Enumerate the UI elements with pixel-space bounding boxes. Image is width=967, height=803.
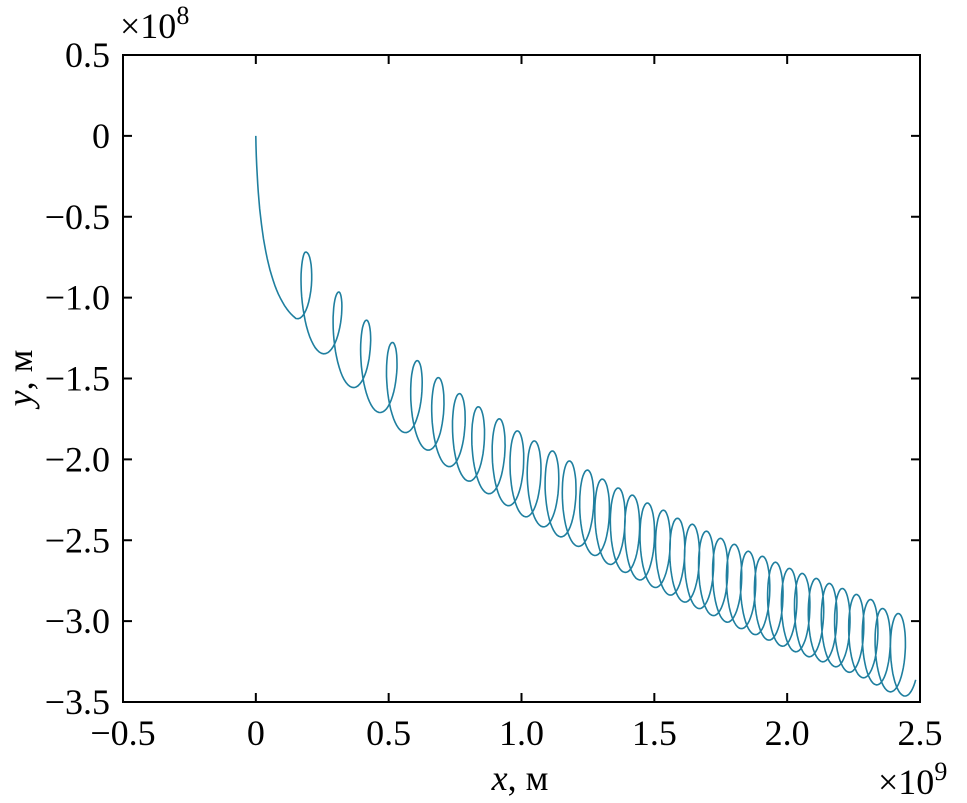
y-tick-label: −1.0: [45, 278, 110, 318]
x-axis-label: x, м: [491, 758, 549, 798]
y-tick-label: 0: [92, 116, 110, 156]
y-tick-label: −2.5: [45, 520, 110, 560]
y-tick-label: −1.5: [45, 359, 110, 399]
y-tick-label: −3.5: [45, 682, 110, 722]
y-multiplier: ×108: [120, 1, 189, 46]
x-tick-label: 2.0: [765, 713, 810, 753]
x-tick-label: 0.5: [366, 713, 411, 753]
ticks: [122, 54, 921, 703]
plot-frame: [122, 54, 921, 703]
x-tick-label: 0: [247, 713, 265, 753]
trajectory-line: [255, 135, 917, 697]
x-tick-label: −0.5: [90, 713, 155, 753]
x-multiplier: ×109: [878, 757, 947, 802]
y-tick-label: −0.5: [45, 197, 110, 237]
y-tick-label: −2.0: [45, 439, 110, 479]
y-tick-labels: 0.5 0 −0.5 −1.0 −1.5 −2.0 −2.5 −3.0 −3.5: [45, 35, 110, 722]
y-axis-label: y, м: [0, 350, 40, 410]
x-tick-label: 1.5: [632, 713, 677, 753]
x-tick-label: 1.0: [499, 713, 544, 753]
y-tick-label: −3.0: [45, 601, 110, 641]
x-tick-label: 2.5: [898, 713, 943, 753]
x-tick-labels: −0.5 0 0.5 1.0 1.5 2.0 2.5: [90, 713, 942, 753]
y-tick-label: 0.5: [65, 35, 110, 75]
